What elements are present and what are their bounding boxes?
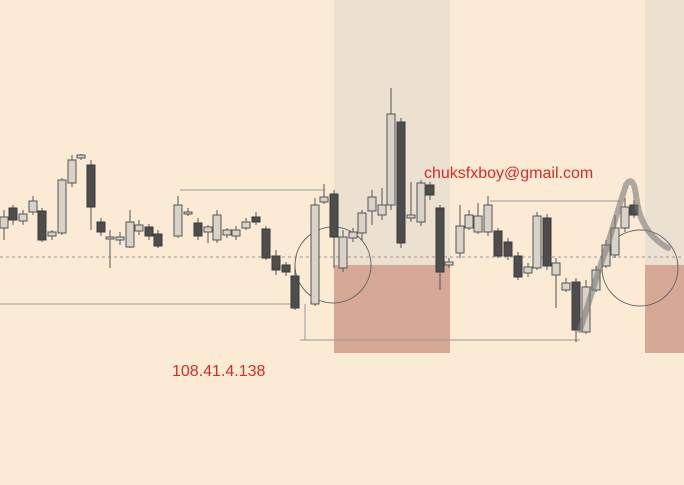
- candle: [493, 230, 503, 257]
- candle: [310, 204, 320, 305]
- candle: [57, 179, 67, 234]
- candle: [76, 154, 86, 159]
- candle: [367, 196, 377, 212]
- candle: [67, 159, 77, 184]
- candle: [212, 214, 222, 241]
- candle: [444, 261, 454, 266]
- candle: [377, 204, 387, 216]
- candle: [18, 213, 28, 222]
- candle: [281, 264, 291, 273]
- candle: [173, 204, 183, 237]
- zone: [334, 265, 450, 353]
- candle: [319, 196, 329, 203]
- brush-stroke: [577, 178, 671, 333]
- candle: [28, 200, 38, 213]
- candle: [551, 262, 561, 276]
- candle: [464, 214, 474, 229]
- candle: [483, 204, 493, 233]
- candle: [222, 229, 232, 236]
- candle: [542, 217, 552, 267]
- candle: [231, 229, 241, 237]
- candle: [0, 216, 9, 229]
- candle: [473, 215, 483, 233]
- candle: [357, 212, 367, 234]
- candle: [47, 231, 57, 237]
- candle: [455, 225, 465, 254]
- candle: [523, 266, 533, 274]
- candle: [153, 233, 163, 247]
- candle: [203, 226, 213, 233]
- candle: [86, 164, 96, 208]
- candle: [37, 210, 47, 241]
- candle: [406, 214, 416, 219]
- candle: [105, 236, 115, 240]
- candle: [290, 275, 300, 309]
- candle: [271, 255, 281, 271]
- candle: [416, 182, 426, 223]
- candle: [183, 211, 193, 215]
- candle: [115, 236, 125, 241]
- zone: [645, 0, 684, 265]
- email-text: chuksfxboy@gmail.com: [424, 165, 593, 182]
- candle: [561, 282, 571, 291]
- candle: [251, 216, 261, 223]
- candle: [425, 184, 435, 196]
- candle: [8, 207, 18, 221]
- candle: [241, 221, 251, 229]
- candle: [338, 236, 348, 269]
- zone: [645, 265, 684, 353]
- candle: [261, 228, 271, 259]
- candle: [348, 231, 358, 239]
- candle: [96, 221, 106, 233]
- candle: [571, 281, 581, 331]
- candle: [329, 193, 339, 238]
- candle: [435, 207, 445, 273]
- candle: [396, 121, 406, 244]
- ip-text: 108.41.4.138: [172, 363, 266, 380]
- candle: [134, 224, 144, 232]
- candle: [513, 255, 523, 278]
- candle: [144, 226, 154, 237]
- candle: [386, 113, 396, 206]
- candle: [503, 241, 513, 257]
- candle: [620, 206, 630, 229]
- candle: [532, 215, 542, 269]
- candle: [125, 221, 135, 248]
- candle: [193, 222, 203, 237]
